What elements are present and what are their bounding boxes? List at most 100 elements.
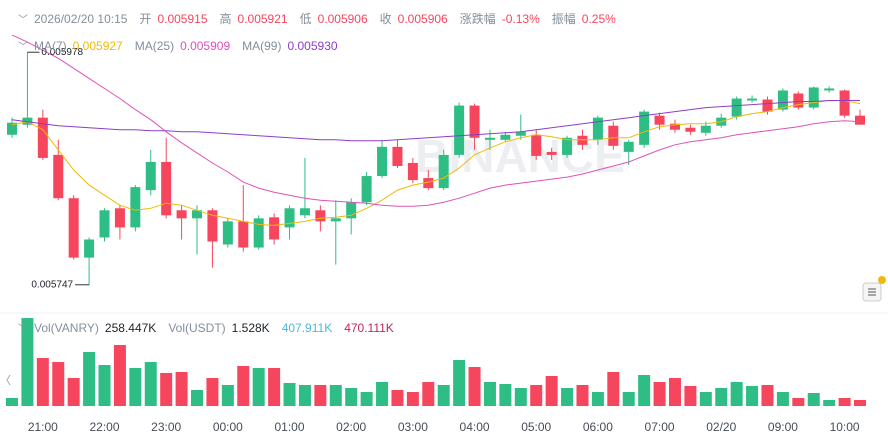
- volume-bar: [561, 388, 574, 406]
- volume-bar: [715, 388, 728, 406]
- candle-body: [577, 135, 588, 145]
- volume-bar: [268, 368, 281, 406]
- volume-bar: [283, 383, 296, 406]
- x-tick-label: 01:00: [275, 420, 305, 434]
- candle-body: [22, 117, 33, 125]
- candle-body: [253, 218, 264, 248]
- volume-bar: [83, 352, 96, 406]
- volume-bar: [52, 362, 65, 406]
- collapse-arrow[interactable]: ﹀: [18, 15, 28, 26]
- x-tick-label: 21:00: [28, 420, 58, 434]
- candle-body: [330, 218, 341, 222]
- candle-body: [747, 98, 758, 101]
- volume-bar: [761, 385, 774, 406]
- field-label: 低: [299, 12, 312, 26]
- candle-body: [68, 198, 79, 258]
- volume-bar: [206, 378, 219, 406]
- candle-body: [99, 210, 110, 238]
- volume-bar: [499, 384, 512, 406]
- vol-name: Vol(VANRY): [34, 320, 99, 335]
- candle-body: [454, 105, 465, 155]
- volume-bar: [345, 388, 358, 406]
- ma-value: 0.005927: [72, 38, 123, 53]
- candle-body: [608, 125, 619, 146]
- candle-body: [145, 161, 156, 191]
- volume-bar: [576, 385, 589, 406]
- candle-body: [361, 176, 372, 203]
- candle-body: [423, 178, 434, 189]
- candle-body: [731, 98, 742, 117]
- volume-bar: [684, 386, 697, 406]
- candle-body: [639, 111, 650, 145]
- ma-line: [11, 100, 860, 142]
- candle-body: [130, 187, 141, 228]
- x-tick-label: 02/20: [706, 420, 736, 434]
- volume-bar: [638, 375, 651, 406]
- vol-value: 1.528K: [231, 320, 270, 335]
- candle-body: [546, 151, 557, 155]
- volume-bar: [36, 358, 49, 406]
- vol-ma-value: 407.911K: [281, 320, 333, 335]
- volume-bar: [376, 382, 389, 406]
- collapse-arrow[interactable]: ﹀: [18, 42, 28, 53]
- candle-body: [114, 208, 125, 228]
- volume-bar: [792, 398, 805, 406]
- x-tick-label: 06:00: [583, 420, 613, 434]
- volume-bar: [160, 373, 173, 406]
- candle-body: [700, 125, 711, 133]
- candle-body: [84, 239, 95, 258]
- candle-body: [531, 134, 542, 156]
- volume-bar: [437, 385, 450, 406]
- field-value: 0.005921: [237, 11, 288, 26]
- x-tick-label: 05:00: [521, 420, 551, 434]
- ma-legend: ﹀ MA(7) 0.005927 MA(25) 0.005909 MA(99) 0.005…: [18, 38, 344, 54]
- candle-body: [685, 127, 696, 132]
- x-tick-label: 03:00: [398, 420, 428, 434]
- ma-line: [11, 34, 861, 207]
- candle-body: [377, 146, 388, 177]
- volume-bar: [175, 372, 188, 406]
- x-tick-label: 10:00: [830, 420, 860, 434]
- candle-body: [37, 117, 48, 158]
- candle-body: [762, 99, 773, 112]
- volume-bar: [468, 367, 481, 406]
- candle-body: [299, 208, 310, 216]
- candle-body: [669, 123, 680, 130]
- volume-bar: [607, 372, 620, 406]
- volume-bar: [67, 378, 80, 406]
- ma-value: 0.005930: [287, 38, 338, 53]
- field-value: 0.005906: [397, 11, 448, 26]
- volume-bar: [314, 385, 327, 406]
- vol-name: Vol(USDT): [168, 320, 226, 335]
- volume-bar: [699, 392, 712, 406]
- scroll-left[interactable]: [6, 374, 11, 386]
- volume-bar: [668, 378, 681, 406]
- field-label: 收: [379, 12, 392, 26]
- volume-bar: [360, 392, 373, 406]
- candle-body: [592, 117, 603, 140]
- datetime: 2026/02/20 10:15: [34, 11, 128, 26]
- volume-bar: [98, 365, 111, 406]
- field-label: 涨跌幅: [459, 12, 496, 26]
- ma-name: MA(25): [134, 38, 175, 53]
- field-value: 0.005915: [157, 11, 208, 26]
- volume-bar: [622, 392, 635, 406]
- candle-body: [346, 202, 357, 219]
- candle-body: [855, 115, 865, 125]
- volume-bar: [530, 385, 543, 406]
- volume-bar: [453, 360, 466, 406]
- volume-bar: [838, 398, 851, 406]
- candle-body: [839, 90, 850, 116]
- tool-icon: [868, 288, 876, 296]
- volume-bar: [252, 368, 265, 406]
- candle-body: [284, 208, 295, 228]
- volume-bar: [113, 345, 126, 406]
- collapse-arrow[interactable]: ﹀: [18, 324, 28, 335]
- candle-body: [484, 137, 495, 140]
- volume-bar: [329, 385, 342, 406]
- volume-bar: [422, 382, 435, 406]
- candle-body: [192, 210, 203, 219]
- candle-body: [654, 115, 665, 125]
- candle-body: [438, 154, 449, 189]
